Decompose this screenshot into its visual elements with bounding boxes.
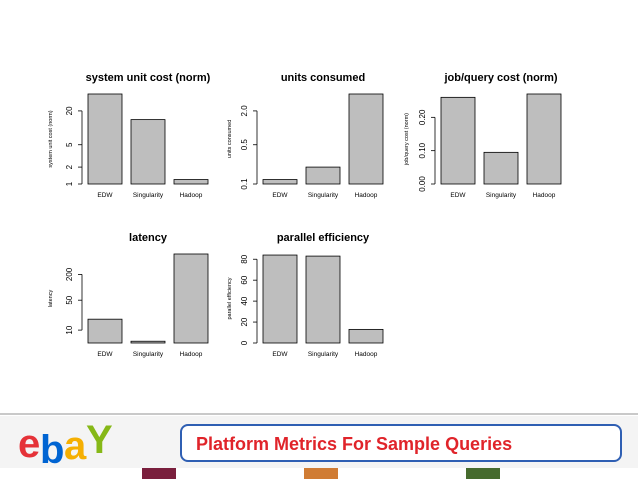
y-axis-label-3: latency: [48, 290, 54, 308]
y-tick-label-1-0: 0.1: [240, 178, 249, 190]
x-tick-label-1-0: EDW: [272, 192, 288, 199]
bar-3-edw: [87, 318, 123, 344]
x-tick-label-2-1: Singularity: [486, 192, 517, 199]
x-tick-label-1-2: Hadoop: [355, 192, 378, 199]
bar-2-singularity: [483, 151, 519, 185]
x-tick-label-4-1: Singularity: [308, 351, 339, 358]
bar-0-hadoop: [173, 179, 209, 185]
x-tick-label-3-2: Hadoop: [180, 351, 203, 358]
chart-title-0: system unit cost (norm): [86, 72, 211, 84]
x-tick-label-3-1: Singularity: [133, 351, 164, 358]
color-bar-segment: [466, 468, 500, 479]
x-tick-label-4-2: Hadoop: [355, 351, 378, 358]
bar-3-hadoop: [173, 253, 209, 344]
y-tick-label-0-1: 2: [65, 164, 74, 169]
y-tick-label-3-2: 200: [65, 267, 74, 281]
x-tick-label-2-0: EDW: [450, 192, 466, 199]
y-tick-label-4-3: 60: [240, 275, 249, 284]
x-tick-label-0-2: Hadoop: [180, 192, 203, 199]
footer-color-bar: [0, 468, 638, 479]
logo-letter-e: e: [18, 422, 41, 466]
bar-2-hadoop: [526, 93, 562, 185]
y-tick-label-4-4: 80: [240, 254, 249, 263]
color-bar-segment: [142, 468, 176, 479]
color-bar-segment: [176, 468, 304, 479]
bar-0-singularity: [130, 119, 166, 185]
ebay-logo: e b a Y: [18, 420, 178, 470]
x-tick-label-4-0: EDW: [272, 351, 288, 358]
footer: e b a Y Platform Metrics For Sample Quer…: [0, 416, 638, 470]
color-bar-segment: [338, 468, 466, 479]
y-tick-label-3-1: 50: [65, 295, 74, 304]
logo-letter-y: Y: [86, 418, 113, 462]
bar-1-hadoop: [348, 93, 384, 185]
bar-4-singularity: [305, 255, 341, 344]
bar-1-edw: [262, 179, 298, 185]
y-tick-label-1-2: 2.0: [240, 105, 249, 117]
bar-2-edw: [440, 96, 476, 185]
slide-title: Platform Metrics For Sample Queries: [196, 434, 513, 454]
y-axis-label-0: system unit cost (norm): [48, 110, 54, 167]
chart-title-1: units consumed: [281, 72, 365, 84]
x-tick-label-0-1: Singularity: [133, 192, 164, 199]
color-bar-segment: [304, 468, 338, 479]
y-tick-label-3-0: 10: [65, 325, 74, 334]
y-axis-label-2: job/query cost (norm): [404, 113, 410, 166]
chart-title-4: parallel efficiency: [277, 232, 370, 244]
x-tick-label-2-2: Hadoop: [533, 192, 556, 199]
color-bar-segment: [500, 468, 638, 479]
y-tick-label-4-1: 20: [240, 317, 249, 326]
chart-title-2: job/query cost (norm): [443, 72, 557, 84]
footer-divider: [0, 413, 638, 415]
chart-title-3: latency: [129, 232, 168, 244]
footer-title-box: [180, 424, 622, 462]
bar-4-hadoop: [348, 328, 384, 344]
x-tick-label-0-0: EDW: [97, 192, 113, 199]
y-axis-label-4: parallel efficiency: [227, 277, 233, 319]
logo-letter-b: b: [40, 428, 65, 472]
bar-4-edw: [262, 254, 298, 344]
x-tick-label-3-0: EDW: [97, 351, 113, 358]
y-tick-label-1-1: 0.5: [240, 139, 249, 151]
chart-grid: system unit cost (norm) EDW Singularity Had…: [48, 72, 562, 358]
logo-letter-a: a: [64, 424, 87, 468]
y-tick-label-2-1: 0.10: [418, 142, 427, 158]
color-bar-segment: [0, 468, 142, 479]
y-tick-label-2-2: 0.20: [418, 109, 427, 125]
y-axis-label-1: units consumed: [227, 120, 233, 159]
y-tick-label-4-2: 40: [240, 296, 249, 305]
bar-3-singularity: [130, 340, 166, 344]
bar-1-singularity: [305, 166, 341, 185]
y-tick-label-0-2: 5: [65, 142, 74, 147]
y-tick-label-2-0: 0.00: [418, 176, 427, 192]
x-tick-label-1-1: Singularity: [308, 192, 339, 199]
y-tick-label-0-0: 1: [65, 181, 74, 186]
bar-0-edw: [87, 93, 123, 185]
y-tick-label-4-0: 0: [240, 340, 249, 345]
y-tick-label-0-3: 20: [65, 106, 74, 115]
